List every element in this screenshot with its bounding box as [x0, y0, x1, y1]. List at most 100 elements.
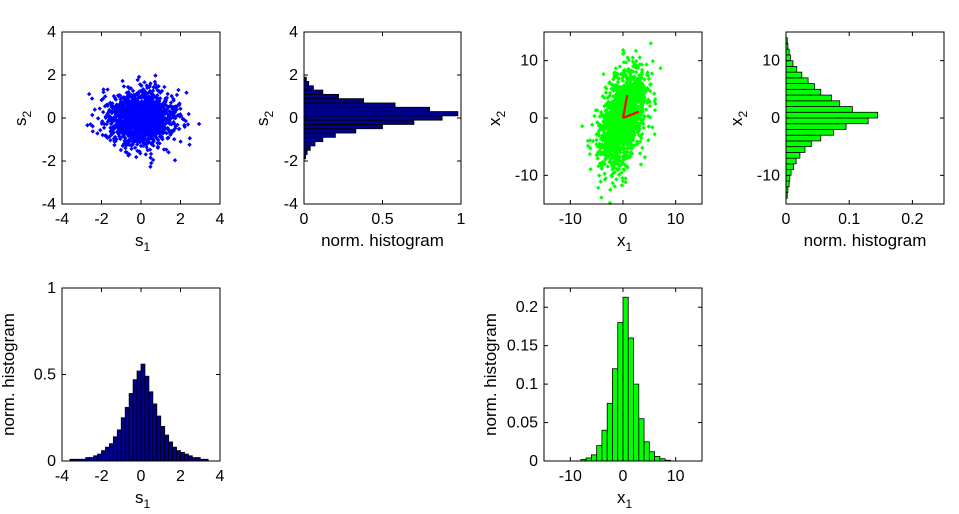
scatter-point: [600, 94, 605, 99]
scatter-point: [609, 105, 614, 111]
x-tick-label: 0: [137, 211, 146, 228]
scatter-point: [620, 134, 625, 140]
scatter-point: [609, 174, 615, 179]
scatter-point: [166, 150, 171, 155]
chart-4: 0 0.1 0.2 -10 0 10 norm. histogram x2: [727, 31, 945, 250]
scatter-point: [652, 132, 657, 137]
histogram-bar: [785, 106, 853, 113]
scatter-point: [136, 137, 142, 142]
y-tick-label: -4: [284, 196, 298, 213]
scatter-point: [155, 140, 160, 146]
scatter-point: [103, 94, 108, 99]
scatter-point: [607, 159, 612, 165]
y-tick-label: 0: [47, 453, 56, 470]
histogram-bar: [622, 296, 629, 462]
scatter-point: [119, 100, 124, 106]
histogram-bar: [120, 417, 126, 462]
scatter-point: [638, 120, 644, 126]
scatter-point: [624, 108, 630, 113]
scatter-point: [610, 126, 616, 131]
scatter-point: [632, 85, 638, 90]
scatter-point: [182, 124, 187, 129]
scatter-point: [111, 115, 117, 120]
scatter-point: [178, 106, 183, 111]
scatter-point: [155, 93, 160, 98]
histogram-bar: [303, 106, 430, 112]
scatter-point: [607, 80, 612, 86]
scatter-point: [609, 101, 615, 106]
scatter-point: [589, 122, 595, 127]
scatter-point: [615, 142, 621, 148]
y-tick-label: 0.2: [516, 299, 538, 316]
histogram-bar: [116, 429, 122, 462]
scatter-point: [171, 105, 176, 110]
scatter-point: [612, 120, 617, 125]
x-tick-label: 4: [216, 211, 225, 228]
scatter-point: [147, 113, 152, 118]
scatter-point: [102, 104, 108, 109]
histogram-bar: [303, 124, 383, 130]
scatter-point: [604, 144, 610, 149]
scatter-point: [135, 91, 141, 97]
histogram-bar: [303, 128, 357, 134]
scatter-point: [107, 107, 112, 113]
x-tick-label: -10: [559, 211, 582, 228]
scatter-point: [112, 134, 118, 140]
scatter-point: [85, 123, 90, 128]
scatter-point: [613, 95, 619, 100]
scatter-point: [620, 178, 626, 184]
scatter-point: [612, 74, 617, 80]
scatter-point: [118, 110, 123, 115]
scatter-point: [618, 102, 624, 108]
scatter-point: [644, 62, 649, 67]
scatter-point: [613, 66, 618, 71]
scatter-point: [603, 108, 608, 113]
histogram-bar: [187, 455, 193, 462]
scatter-point: [120, 78, 125, 84]
scatter-point: [130, 98, 135, 103]
scatter-point: [145, 109, 151, 114]
y-tick-label: 1: [47, 280, 56, 297]
scatter-point: [602, 171, 607, 176]
scatter-point: [99, 97, 104, 103]
scatter-point: [612, 106, 617, 111]
scatter-point: [620, 75, 625, 81]
y-tick-label: 0: [47, 110, 56, 127]
scatter-point: [637, 151, 643, 156]
x-tick-label: 4: [216, 468, 225, 485]
scatter-point: [608, 117, 613, 123]
scatter-point: [605, 95, 610, 101]
scatter-point: [616, 166, 622, 172]
scatter-point: [616, 102, 621, 107]
scatter-point: [604, 149, 609, 155]
scatter-point: [180, 116, 186, 122]
scatter-point: [128, 123, 133, 129]
histogram-bar: [303, 102, 396, 108]
scatter-point: [640, 131, 645, 137]
scatter-point: [160, 112, 166, 117]
scatter-point: [101, 89, 106, 95]
scatter-point: [616, 140, 622, 145]
histogram-bar: [785, 134, 822, 142]
scatter-point: [607, 90, 613, 96]
histogram-bar: [785, 94, 832, 102]
scatter-point: [168, 100, 174, 105]
scatter-point: [151, 132, 156, 138]
histogram-bar: [195, 457, 201, 462]
scatter-point: [134, 103, 140, 108]
scatter-point: [145, 130, 151, 135]
scatter-point: [611, 105, 616, 110]
scatter-point: [608, 142, 614, 148]
data-marks: [580, 41, 663, 206]
scatter-point: [621, 157, 627, 162]
scatter-point: [634, 88, 639, 93]
scatter-point: [134, 97, 140, 103]
scatter-point: [611, 160, 616, 165]
scatter-point: [624, 139, 629, 144]
scatter-point: [97, 106, 102, 111]
scatter-point: [165, 104, 171, 110]
scatter-point: [600, 128, 606, 133]
scatter-point: [587, 151, 593, 157]
scatter-point: [600, 133, 605, 138]
scatter-point: [158, 107, 163, 112]
